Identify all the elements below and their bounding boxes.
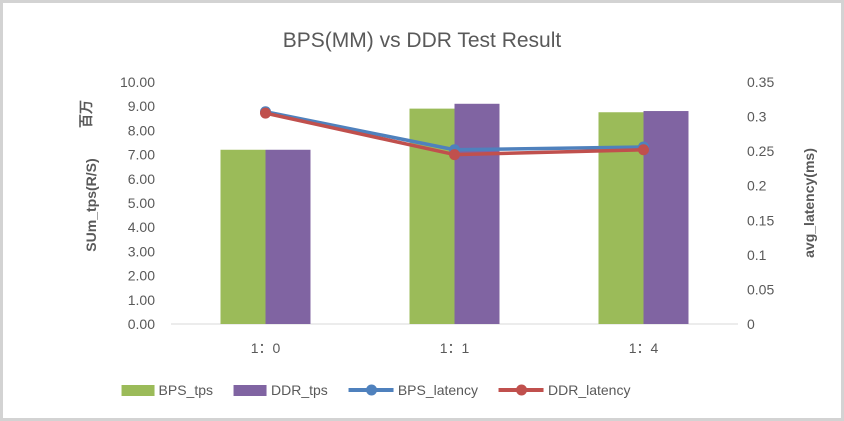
- legend-item-DDR_tps: DDR_tps: [234, 382, 328, 398]
- left-axis-tick-label: 1.00: [128, 292, 155, 308]
- x-axis-category-label: 1：0: [251, 340, 281, 356]
- right-axis-tick-label: 0.05: [747, 281, 774, 297]
- legend-item-BPS_latency: BPS_latency: [348, 382, 478, 398]
- legend-line-marker-DDR_latency: [498, 384, 544, 397]
- legend-marker-dot: [365, 384, 377, 396]
- left-axis-tick-label: 7.00: [128, 147, 155, 163]
- left-axis-tick-label: 4.00: [128, 219, 155, 235]
- right-axis-tick-label: 0.2: [747, 178, 767, 194]
- left-axis-units-label: 百万: [78, 100, 94, 128]
- right-axis-tick-label: 0: [747, 316, 755, 332]
- left-axis-tick-label: 3.00: [128, 243, 155, 259]
- bar-BPS_tps-0: [220, 149, 266, 324]
- left-axis-tick-label: 8.00: [128, 122, 155, 138]
- left-axis-tick-label: 5.00: [128, 195, 155, 211]
- right-axis-title: avg_latency(ms): [801, 148, 817, 258]
- right-axis-tick-label: 0.15: [747, 212, 774, 228]
- legend-bar-swatch-BPS_tps: [121, 384, 155, 396]
- legend: BPS_tps DDR_tps BPS_latency DDR_latency: [121, 382, 631, 398]
- right-axis-tick-label: 0.1: [747, 247, 767, 263]
- right-axis-tick-label: 0.35: [747, 74, 774, 90]
- legend-item-DDR_latency: DDR_latency: [498, 382, 631, 398]
- left-axis-tick-label: 9.00: [128, 98, 155, 114]
- legend-marker-dot: [515, 384, 527, 396]
- right-axis-tick-label: 0.25: [747, 143, 774, 159]
- bar-DDR_tps-1: [454, 103, 500, 324]
- legend-bar-swatch-DDR_tps: [234, 384, 268, 396]
- bar-DDR_tps-0: [265, 149, 311, 324]
- legend-label: BPS_tps: [158, 382, 214, 398]
- right-axis-tick-label: 0.3: [747, 109, 767, 125]
- left-axis-tick-label: 6.00: [128, 171, 155, 187]
- point-DDR_latency-2: [638, 144, 649, 156]
- legend-label: BPS_latency: [397, 382, 478, 398]
- bar-BPS_tps-2: [598, 112, 644, 324]
- left-axis-title: SUm_tps(R/S): [83, 158, 99, 251]
- legend-label: DDR_latency: [547, 382, 631, 398]
- left-axis-tick-label: 10.00: [120, 74, 155, 90]
- point-DDR_latency-0: [260, 107, 271, 119]
- x-axis-category-label: 1：4: [629, 340, 659, 356]
- point-DDR_latency-1: [449, 149, 460, 161]
- legend-item-BPS_tps: BPS_tps: [121, 382, 214, 398]
- chart-title: BPS(MM) vs DDR Test Result: [282, 29, 562, 52]
- x-axis-category-label: 1：1: [440, 340, 470, 356]
- left-axis-tick-label: 0.00: [128, 316, 155, 332]
- legend-label: DDR_tps: [271, 382, 328, 398]
- bar-DDR_tps-2: [643, 111, 689, 324]
- left-axis-tick-label: 2.00: [128, 268, 155, 284]
- plot-area: 0.00 1.00 2.00 3.00 4.00 5.00 6.00 7.00 8.00 9.00…: [78, 74, 817, 356]
- legend-line-marker-BPS_latency: [348, 384, 394, 397]
